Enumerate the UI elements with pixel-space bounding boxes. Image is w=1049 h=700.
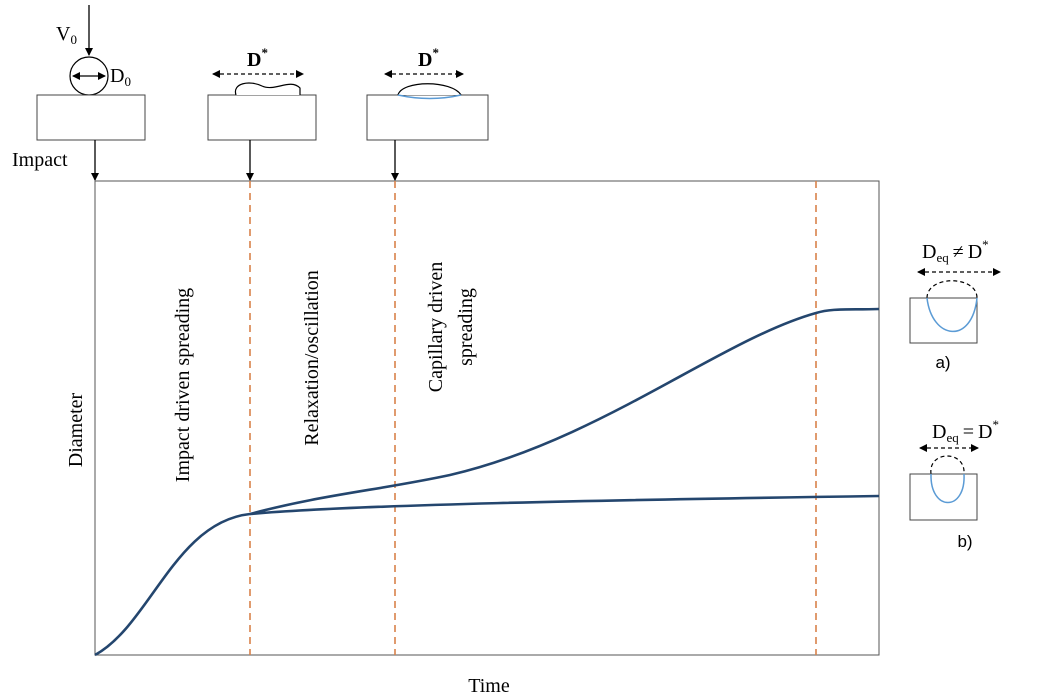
d-star-label: D* (418, 45, 439, 71)
droplet-base (397, 94, 462, 100)
substrate (909, 473, 978, 521)
final-a: Deq ≠ D* a) (909, 237, 1001, 372)
final-b: Deq = D* b) (909, 417, 999, 551)
d-star-label: D* (247, 45, 268, 71)
equation: Deq = D* (932, 417, 999, 445)
x-axis-title: Time (468, 675, 510, 697)
phase-label: Impact driven spreading (172, 288, 194, 482)
phase-label: Relaxation/oscillation (301, 270, 323, 446)
phase-label: Capillary driven (425, 262, 447, 393)
curve-b (94, 494, 880, 657)
v0-label: V0 (56, 23, 77, 47)
substrate (207, 94, 317, 141)
curve-a (249, 307, 880, 516)
caption: b) (957, 532, 972, 551)
droplet (926, 297, 978, 333)
substrate (366, 94, 489, 141)
y-axis-title: Diameter (65, 392, 87, 467)
initial-outline (930, 455, 965, 475)
substrate (909, 297, 978, 344)
stage-relax: D* (207, 45, 317, 181)
plot-frame (94, 180, 880, 656)
d0-label: D0 (110, 65, 131, 89)
droplet (234, 82, 301, 96)
initial-outline (926, 280, 978, 299)
droplet (397, 83, 462, 96)
stage-capillary: D* (366, 45, 489, 181)
phase-label: spreading (455, 288, 477, 366)
stage-impact: V0 D0 Impact (12, 5, 146, 181)
equation: Deq ≠ D* (922, 237, 989, 265)
caption: a) (935, 353, 950, 372)
droplet (930, 473, 965, 504)
substrate (36, 94, 146, 141)
impact-label: Impact (12, 149, 68, 171)
